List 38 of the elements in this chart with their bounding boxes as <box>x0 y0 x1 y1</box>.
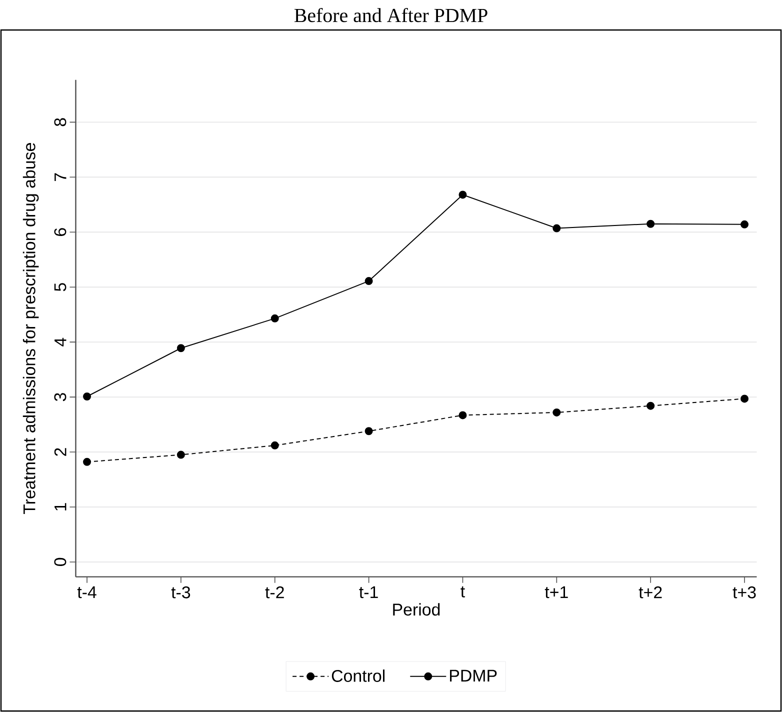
y-tick-label: 4 <box>54 338 66 346</box>
x-tick-label: t+1 <box>544 586 568 598</box>
x-tick-label: t-2 <box>265 586 284 598</box>
y-tick-label: 8 <box>54 118 66 126</box>
y-tick-label: 3 <box>54 393 66 402</box>
x-tick-label: t-4 <box>77 586 96 598</box>
point <box>176 450 185 459</box>
y-axis-title: Treatment admissions for prescription drug abuse <box>22 143 39 514</box>
x-tick-label: t+2 <box>638 586 662 598</box>
y-tick-label: 5 <box>54 283 66 292</box>
point <box>83 392 92 400</box>
point <box>552 408 561 416</box>
point <box>270 314 279 322</box>
legend-label: PDMP <box>450 670 497 682</box>
legend-label: Control <box>332 670 384 682</box>
y-tick-label: 6 <box>54 228 66 236</box>
chart-title: Before and After PDMP <box>294 8 488 22</box>
point <box>646 220 655 228</box>
x-tick-label: t-3 <box>171 586 190 598</box>
y-tick-label: 7 <box>54 173 66 181</box>
x-tick-label: t <box>460 586 465 598</box>
point <box>552 224 561 232</box>
y-tick-label: 2 <box>54 448 66 456</box>
point <box>364 277 373 286</box>
y-tick-label: 0 <box>54 558 66 566</box>
point <box>458 190 467 199</box>
x-tick-label: t-1 <box>359 586 378 598</box>
point <box>740 220 749 228</box>
point <box>458 411 467 420</box>
y-tick-label: 1 <box>54 503 66 510</box>
point <box>364 427 373 436</box>
point <box>740 394 749 403</box>
x-axis-title: Period <box>393 603 440 616</box>
point <box>270 441 279 450</box>
point <box>646 402 655 410</box>
point <box>176 344 185 352</box>
point <box>83 458 92 466</box>
x-tick-label: t+3 <box>732 586 756 598</box>
